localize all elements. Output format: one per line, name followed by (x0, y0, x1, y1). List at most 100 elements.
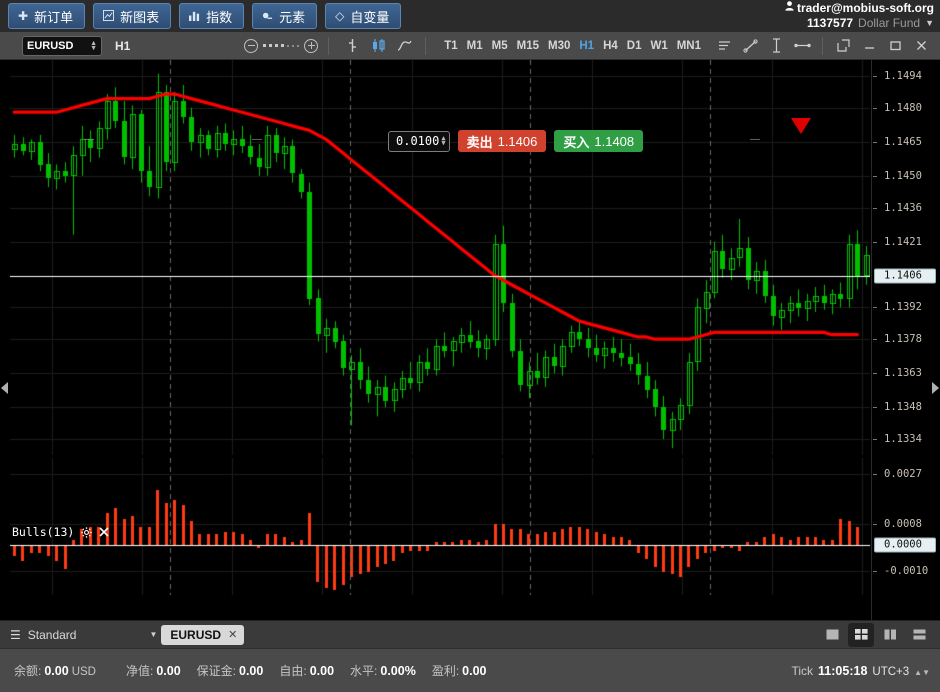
price-axis[interactable]: 1.1494 1.1480 1.1465 1.1450 1.1436 1.1421 1.14… (871, 60, 940, 620)
maximize-icon[interactable] (882, 34, 908, 58)
gear-icon[interactable] (81, 526, 92, 538)
tick-time[interactable]: Tick 11:05:18 UTC+3 ▲▼ (791, 664, 930, 678)
timeframe-h1[interactable]: H1 (579, 39, 595, 52)
volume-input[interactable]: 0.0100 ▲ ▼ (388, 130, 450, 152)
session-tick-left: ― (84, 134, 94, 145)
bar-chart-icon[interactable] (339, 34, 365, 58)
chevron-down-icon[interactable]: ▼ (149, 630, 158, 639)
layout-vertical-icon[interactable] (877, 623, 903, 647)
account-email: trader@mobius-soft.org (796, 1, 934, 15)
zoom-out-icon[interactable] (244, 38, 259, 53)
account-server-row[interactable]: 1137577 Dollar Fund ▼ (785, 16, 934, 31)
timeframe-m1[interactable]: M1 (466, 39, 483, 52)
current-timeframe-label: H1 (115, 38, 131, 53)
list-icon[interactable] (711, 34, 737, 58)
account-info[interactable]: trader@mobius-soft.org 1137577 Dollar Fu… (785, 1, 934, 31)
scroll-right-arrow-icon[interactable] (932, 382, 939, 394)
measure-icon[interactable] (789, 34, 815, 58)
symbol-stepper-icon[interactable]: ▲ ▼ (90, 39, 97, 52)
price-tick-label: 1.1480 (872, 102, 940, 114)
variables-button[interactable]: ◇ 自变量 (325, 3, 402, 29)
session-tick-right: ― (750, 134, 760, 145)
chart-area[interactable]: ― ― ― 0.0100 ▲ ▼ 卖出 1.1406 买入 1.1408 Bull… (0, 60, 940, 678)
indicator-pane[interactable] (10, 458, 870, 595)
timeframe-m5[interactable]: M5 (491, 39, 508, 52)
timeframe-m15[interactable]: M15 (516, 39, 539, 52)
indicator-close-icon[interactable] (99, 527, 109, 537)
indicators-button[interactable]: 指数 (179, 3, 245, 29)
layout-quad-icon[interactable] (848, 622, 874, 647)
price-candles-canvas[interactable] (10, 60, 870, 455)
account-server-name: Dollar Fund (858, 16, 921, 30)
new-order-button[interactable]: ✚ 新订单 (8, 3, 86, 29)
stat-value: 0.00 (239, 664, 264, 678)
indicators-icon (189, 10, 200, 23)
current-bar-marker-icon (791, 118, 811, 134)
price-tick-label: 1.1494 (872, 70, 940, 82)
window-controls (830, 34, 940, 58)
indicator-name: Bulls(13) (12, 525, 75, 539)
timeframe-mn1[interactable]: MN1 (676, 39, 701, 52)
layout-single-icon[interactable] (819, 623, 845, 647)
zoom-in-icon[interactable] (304, 38, 319, 53)
symbol-select[interactable]: EURUSD ▲ ▼ (22, 35, 102, 56)
trendline-icon[interactable] (737, 34, 763, 58)
close-icon[interactable]: ✕ (228, 629, 238, 641)
price-tick-label: 1.1363 (872, 367, 940, 379)
new-chart-button[interactable]: 新图表 (93, 3, 172, 29)
profile-label: Standard (27, 627, 77, 642)
buy-price: 1.1408 (594, 133, 635, 149)
quote-panel: 0.0100 ▲ ▼ 卖出 1.1406 买入 1.1408 (388, 130, 644, 152)
timeframe-d1[interactable]: D1 (626, 39, 642, 52)
line-chart-icon[interactable] (391, 34, 417, 58)
price-tick-label: 1.1334 (872, 433, 940, 445)
new-order-label: 新订单 (34, 9, 74, 25)
timeframe-w1[interactable]: W1 (650, 39, 668, 52)
price-tick-label: 1.1436 (872, 202, 940, 214)
symbol-select-label: EURUSD (27, 39, 74, 52)
chart-plot[interactable] (10, 60, 870, 615)
candlestick-chart-icon[interactable] (365, 34, 391, 58)
indicator-histogram-canvas[interactable] (10, 458, 870, 595)
objects-button[interactable]: 元素 (252, 3, 318, 29)
volume-stepper-icon[interactable]: ▲ ▼ (441, 134, 446, 147)
price-tick-label: 1.1392 (872, 301, 940, 313)
buy-button[interactable]: 买入 1.1408 (554, 130, 644, 152)
crosshair-icon[interactable] (763, 34, 789, 58)
restore-icon[interactable] (830, 34, 856, 58)
indicator-current-value-label[interactable]: 0.0000 (874, 537, 936, 553)
close-icon[interactable] (908, 34, 934, 58)
volume-value: 0.0100 (396, 134, 440, 148)
stat-item: 水平: 0.00% (350, 662, 416, 679)
scroll-left-arrow-icon[interactable] (1, 382, 8, 394)
timeframe-m30[interactable]: M30 (547, 39, 571, 52)
account-number: 1137577 (806, 16, 854, 30)
chart-toolbar: EURUSD ▲ ▼ H1 T1 M1 M5 M15 M30 H1 H4 D1 W… (0, 32, 940, 60)
sell-button[interactable]: 卖出 1.1406 (457, 130, 547, 152)
indicator-tick-label: -0.0010 (872, 565, 940, 577)
timezone-label: UTC+3 (872, 665, 910, 678)
layout-horizontal-icon[interactable] (906, 623, 932, 647)
timeframe-t1[interactable]: T1 (444, 39, 458, 52)
timeframe-h4[interactable]: H4 (603, 39, 618, 52)
plus-icon: ✚ (18, 9, 29, 23)
open-charts-tabs: EURUSD ✕ (161, 621, 245, 649)
profile-selector[interactable]: ☰ Standard ▼ (10, 628, 157, 642)
account-stats: 余额: 0.00 USD 净值: 0.00 保证金: 0.00 自由: 0.00 水平: 0.00%… (14, 662, 503, 679)
status-bar: 余额: 0.00 USD 净值: 0.00 保证金: 0.00 自由: 0.00 水平: 0.00%… (0, 648, 940, 692)
person-icon (785, 1, 794, 16)
minimize-icon[interactable] (856, 34, 882, 58)
current-price-label[interactable]: 1.1406 (874, 268, 936, 284)
indicators-label: 指数 (206, 9, 233, 25)
timezone-stepper-icon[interactable]: ▲▼ (914, 667, 930, 677)
tick-label: Tick (791, 663, 814, 678)
chevron-down-icon[interactable]: ▼ (925, 17, 934, 28)
objects-label: 元素 (279, 9, 306, 25)
stat-value: 0.00% (380, 664, 416, 678)
new-chart-icon (103, 9, 115, 23)
stat-item: 余额: 0.00 USD (14, 662, 96, 679)
price-tick-label: 1.1378 (872, 333, 940, 345)
chart-tab-eurusd[interactable]: EURUSD ✕ (161, 624, 245, 645)
price-pane[interactable] (10, 60, 870, 455)
zoom-level-slider[interactable] (263, 44, 300, 47)
